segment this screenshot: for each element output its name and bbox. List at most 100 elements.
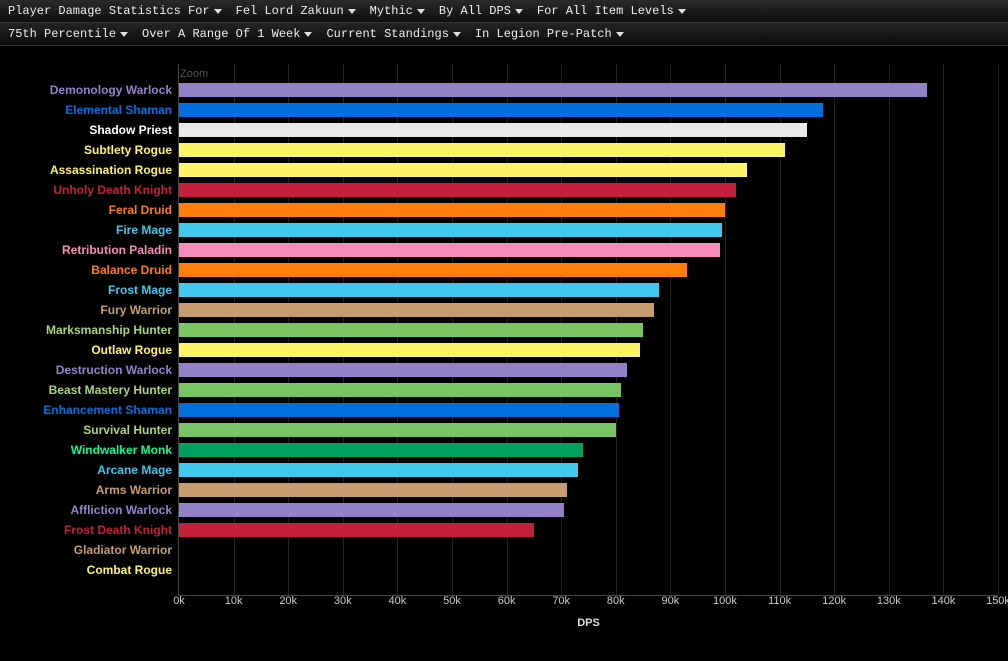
filter-label: 75th Percentile (8, 27, 116, 41)
chart-bars (179, 80, 998, 580)
dps-bar[interactable] (179, 443, 583, 457)
dps-bar[interactable] (179, 423, 616, 437)
x-tick-label: 50k (443, 595, 461, 607)
bar-row (179, 440, 998, 460)
dps-bar[interactable] (179, 383, 621, 397)
chevron-down-icon (417, 9, 425, 14)
x-tick-label: 10k (225, 595, 243, 607)
row2-filter-1[interactable]: Over A Range Of 1 Week (142, 27, 312, 41)
filter-label: For All Item Levels (537, 4, 674, 18)
row2-filter-2[interactable]: Current Standings (326, 27, 460, 41)
filter-label: Player Damage Statistics For (8, 4, 210, 18)
bar-row (179, 140, 998, 160)
bar-row (179, 500, 998, 520)
filter-label: By All DPS (439, 4, 511, 18)
spec-label: Gladiator Warrior (10, 540, 178, 560)
spec-label: Retribution Paladin (10, 240, 178, 260)
spec-label: Frost Death Knight (10, 520, 178, 540)
chevron-down-icon (304, 32, 312, 37)
x-axis: 0k10k20k30k40k50k60k70k80k90k100k110k120… (179, 595, 998, 613)
bar-row (179, 160, 998, 180)
bar-row (179, 180, 998, 200)
spec-label: Survival Hunter (10, 420, 178, 440)
chevron-down-icon (348, 9, 356, 14)
bar-row (179, 320, 998, 340)
chevron-down-icon (616, 32, 624, 37)
chevron-down-icon (120, 32, 128, 37)
bar-row (179, 260, 998, 280)
spec-label: Subtlety Rogue (10, 140, 178, 160)
x-tick-label: 90k (662, 595, 680, 607)
x-tick-label: 80k (607, 595, 625, 607)
spec-label: Arms Warrior (10, 480, 178, 500)
bar-row (179, 420, 998, 440)
bar-row (179, 380, 998, 400)
x-tick-label: 30k (334, 595, 352, 607)
x-axis-title: DPS (577, 617, 600, 629)
filter-bar-row2: 75th Percentile Over A Range Of 1 Week Cur… (0, 23, 1008, 46)
bar-row (179, 400, 998, 420)
bar-row (179, 540, 998, 560)
filter-label: Fel Lord Zakuun (236, 4, 344, 18)
dps-bar[interactable] (179, 263, 687, 277)
dps-bar[interactable] (179, 523, 534, 537)
spec-label: Fire Mage (10, 220, 178, 240)
row1-filter-4[interactable]: For All Item Levels (537, 4, 686, 18)
bar-row (179, 560, 998, 580)
spec-label: Unholy Death Knight (10, 180, 178, 200)
x-tick-label: 110k (768, 595, 791, 607)
filter-label: Mythic (370, 4, 413, 18)
chevron-down-icon (453, 32, 461, 37)
dps-bar[interactable] (179, 183, 736, 197)
dps-bar[interactable] (179, 83, 927, 97)
x-tick-label: 100k (713, 595, 737, 607)
dps-bar[interactable] (179, 403, 619, 417)
spec-label: Balance Druid (10, 260, 178, 280)
dps-bar[interactable] (179, 143, 785, 157)
dps-bar[interactable] (179, 123, 807, 137)
spec-label: Shadow Priest (10, 120, 178, 140)
x-tick-label: 120k (822, 595, 846, 607)
row2-filter-3[interactable]: In Legion Pre-Patch (475, 27, 624, 41)
row1-filter-0[interactable]: Player Damage Statistics For (8, 4, 222, 18)
dps-bar[interactable] (179, 163, 747, 177)
dps-bar[interactable] (179, 363, 627, 377)
spec-label: Marksmanship Hunter (10, 320, 178, 340)
spec-label: Arcane Mage (10, 460, 178, 480)
dps-bar[interactable] (179, 483, 567, 497)
spec-label: Demonology Warlock (10, 80, 178, 100)
chevron-down-icon (515, 9, 523, 14)
row1-filter-3[interactable]: By All DPS (439, 4, 523, 18)
spec-label: Combat Rogue (10, 560, 178, 580)
bar-row (179, 80, 998, 100)
chart-plot-area: 0k10k20k30k40k50k60k70k80k90k100k110k120… (178, 64, 998, 596)
row1-filter-2[interactable]: Mythic (370, 4, 425, 18)
spec-label: Windwalker Monk (10, 440, 178, 460)
dps-bar[interactable] (179, 283, 659, 297)
spec-label: Beast Mastery Hunter (10, 380, 178, 400)
x-tick-label: 140k (931, 595, 955, 607)
dps-bar[interactable] (179, 323, 643, 337)
chevron-down-icon (678, 9, 686, 14)
spec-label: Destruction Warlock (10, 360, 178, 380)
row2-filter-0[interactable]: 75th Percentile (8, 27, 128, 41)
dps-bar[interactable] (179, 463, 578, 477)
dps-bar[interactable] (179, 503, 564, 517)
dps-bar[interactable] (179, 103, 823, 117)
x-tick-label: 40k (389, 595, 407, 607)
x-tick-label: 70k (552, 595, 570, 607)
dps-bar[interactable] (179, 223, 722, 237)
spec-label: Fury Warrior (10, 300, 178, 320)
bar-row (179, 520, 998, 540)
dps-bar[interactable] (179, 303, 654, 317)
dps-bar[interactable] (179, 343, 640, 357)
row1-filter-1[interactable]: Fel Lord Zakuun (236, 4, 356, 18)
filter-bar-row1: Player Damage Statistics For Fel Lord Zak… (0, 0, 1008, 23)
spec-label: Enhancement Shaman (10, 400, 178, 420)
dps-bar[interactable] (179, 203, 725, 217)
x-tick-label: 130k (877, 595, 901, 607)
spec-label: Affliction Warlock (10, 500, 178, 520)
bar-row (179, 280, 998, 300)
dps-bar[interactable] (179, 243, 720, 257)
bar-row (179, 100, 998, 120)
